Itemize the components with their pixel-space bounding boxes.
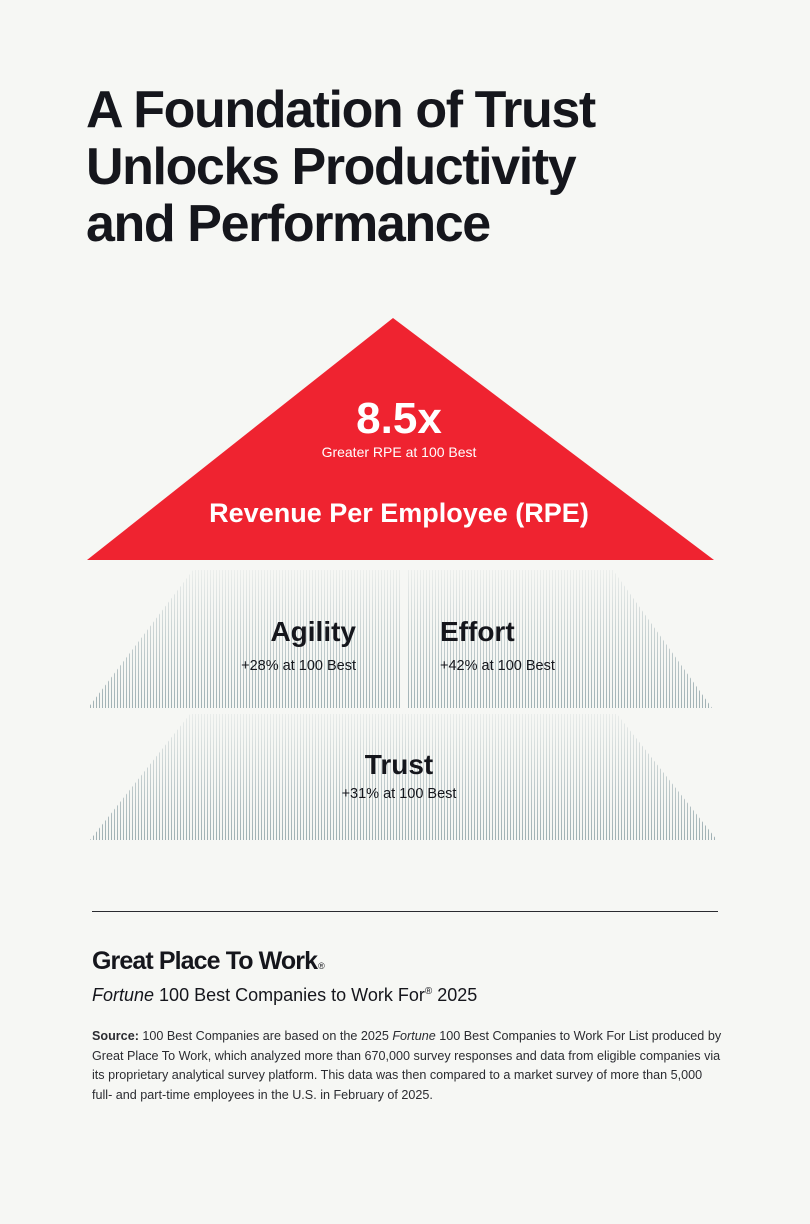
pyramid-middle-left-agility bbox=[88, 570, 400, 708]
agility-stat: +28% at 100 Best bbox=[241, 658, 356, 674]
program-registered-mark: ® bbox=[424, 986, 433, 997]
pyramid-bottom-trust bbox=[90, 714, 717, 840]
effort-stat: +42% at 100 Best bbox=[440, 658, 555, 674]
trust-stat: +31% at 100 Best bbox=[342, 786, 457, 802]
page-title: A Foundation of Trust Unlocks Productivi… bbox=[86, 82, 726, 253]
rpe-label: Revenue Per Employee (RPE) bbox=[209, 498, 589, 528]
agility-label: Agility bbox=[270, 616, 356, 647]
source-note: Source: 100 Best Companies are based on … bbox=[92, 1027, 722, 1105]
source-text-1: 100 Best Companies are based on the 2025 bbox=[138, 1029, 393, 1043]
effort-label: Effort bbox=[440, 616, 515, 647]
pyramid-top-rpe bbox=[87, 318, 714, 560]
title-line-3: and Performance bbox=[86, 195, 491, 253]
program-rest: 100 Best Companies to Work For bbox=[154, 985, 425, 1005]
brand-registered-mark: ® bbox=[318, 961, 325, 971]
source-text-2: 100 Best Companies to Work For List prod… bbox=[92, 1029, 722, 1102]
source-italic: Fortune bbox=[392, 1029, 436, 1043]
title-line-1: A Foundation of Trust bbox=[86, 81, 596, 139]
brand-logo: Great Place To Work® bbox=[92, 947, 325, 976]
program-italic: Fortune bbox=[92, 985, 155, 1005]
rpe-value: 8.5x bbox=[356, 394, 442, 443]
program-name: Fortune 100 Best Companies to Work For® … bbox=[92, 985, 477, 1006]
pyramid-middle-right-effort bbox=[407, 570, 712, 708]
trust-label: Trust bbox=[365, 749, 433, 780]
pyramid-diagram: 8.5x Greater RPE at 100 Best Revenue Per… bbox=[87, 318, 717, 840]
source-label: Source: bbox=[92, 1029, 139, 1043]
title-line-2: Unlocks Productivity bbox=[86, 138, 577, 196]
brand-name: Great Place To Work bbox=[92, 947, 318, 975]
footer-divider bbox=[92, 911, 718, 912]
program-year: 2025 bbox=[432, 985, 478, 1005]
rpe-caption: Greater RPE at 100 Best bbox=[322, 444, 477, 460]
